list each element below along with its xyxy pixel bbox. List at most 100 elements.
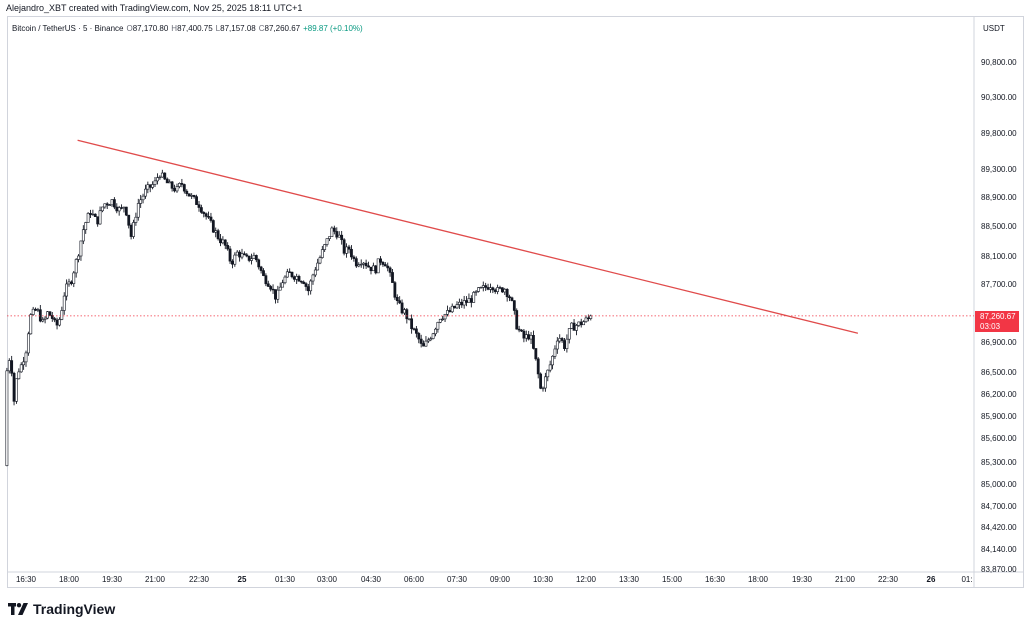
time-tick-label: 16:30 <box>16 575 37 584</box>
time-tick-label: 25 <box>238 575 247 584</box>
price-tick-label: 86,900.00 <box>981 338 1017 347</box>
candle-body <box>136 203 140 218</box>
candle-body <box>31 308 35 315</box>
candle-body <box>129 224 133 237</box>
candle-body <box>185 190 189 194</box>
candle-body <box>474 291 478 293</box>
price-tick-label: 90,800.00 <box>981 58 1017 67</box>
candle-body <box>5 370 9 466</box>
candle-body <box>579 321 583 326</box>
candle-body <box>22 361 26 366</box>
candle-body <box>505 289 509 298</box>
candle-body <box>570 322 574 329</box>
candle-body <box>304 283 308 287</box>
candle-body <box>204 213 208 217</box>
candle-body <box>197 204 201 208</box>
candle-body <box>67 281 71 285</box>
candle-body <box>127 214 131 226</box>
candle-body <box>512 300 516 311</box>
chart-frame[interactable] <box>7 16 1024 588</box>
candle-body <box>582 321 586 326</box>
candle-body <box>38 309 42 322</box>
candle-body <box>386 265 390 269</box>
candle-body <box>278 286 282 291</box>
candle-body <box>438 318 442 323</box>
price-tick-label: 87,700.00 <box>981 280 1017 289</box>
time-tick-label: 19:30 <box>792 575 813 584</box>
candle-body <box>434 328 437 335</box>
candle-body <box>575 325 578 331</box>
price-tick-label: 88,100.00 <box>981 252 1017 261</box>
time-tick-label: 07:30 <box>447 575 468 584</box>
symbol-name[interactable]: Bitcoin / TetherUS · 5 · Binance <box>12 24 124 33</box>
symbol-legend[interactable]: Bitcoin / TetherUS · 5 · Binance O87,170… <box>12 24 363 33</box>
candle-body <box>12 372 16 402</box>
candle-body <box>299 280 303 283</box>
candle-body <box>141 195 145 201</box>
candle-body <box>548 364 552 371</box>
candle-body <box>24 352 28 363</box>
candle-body <box>69 281 73 284</box>
candle-body <box>151 184 155 188</box>
candle-body <box>496 287 500 292</box>
high-value: 87,400.75 <box>177 24 213 33</box>
candle-body <box>295 276 299 280</box>
candle-body <box>443 314 447 320</box>
candle-body <box>228 248 232 262</box>
candle-body <box>271 288 275 291</box>
candle-body <box>555 340 559 350</box>
candle-body <box>381 262 385 265</box>
candle-body <box>572 322 576 331</box>
candle-body <box>586 317 590 320</box>
candle-body <box>431 333 435 339</box>
candle-body <box>209 216 213 221</box>
candle-body <box>347 246 351 250</box>
tradingview-logo: TradingView <box>8 601 115 617</box>
candle-body <box>223 239 227 246</box>
candle-body <box>216 230 220 240</box>
candle-body <box>84 222 88 231</box>
currency-label[interactable]: USDT <box>983 24 1005 33</box>
last-price-value: 87,260.67 <box>980 312 1016 321</box>
candle-body <box>285 271 289 278</box>
candle-body <box>350 248 353 258</box>
candle-body <box>10 360 14 374</box>
candle-body <box>422 343 425 347</box>
candle-body <box>124 206 128 216</box>
candle-body <box>536 358 540 375</box>
chart-credit: Alejandro_XBT created with TradingView.c… <box>6 3 303 13</box>
candle-body <box>233 254 237 265</box>
candle-body <box>498 287 502 289</box>
candle-body <box>417 333 421 340</box>
candle-body <box>250 258 253 261</box>
candle-body <box>577 321 581 326</box>
candle-body <box>446 310 449 315</box>
candle-body <box>46 311 49 319</box>
candle-body <box>170 181 174 189</box>
candle-body <box>352 256 356 259</box>
candle-body <box>465 300 468 303</box>
time-tick-label: 09:00 <box>490 575 511 584</box>
candle-body <box>541 387 545 390</box>
candle-body <box>560 338 564 341</box>
candle-body <box>43 317 47 320</box>
candle-body <box>297 276 301 282</box>
price-tick-label: 85,900.00 <box>981 412 1017 421</box>
candle-body <box>58 319 61 326</box>
time-tick-label: 03:00 <box>317 575 338 584</box>
candle-body <box>500 287 504 293</box>
candle-body <box>7 360 11 372</box>
candle-body <box>508 296 511 299</box>
candle-body <box>96 216 100 225</box>
candle-body <box>81 229 85 242</box>
candle-body <box>558 338 562 342</box>
candle-body <box>484 285 488 288</box>
candle-body <box>323 244 327 250</box>
candle-body <box>29 314 33 335</box>
candle-body <box>158 176 162 179</box>
candle-body <box>410 318 414 330</box>
candle-body <box>146 184 150 190</box>
candle-body <box>115 206 119 212</box>
candle-body <box>19 364 23 373</box>
